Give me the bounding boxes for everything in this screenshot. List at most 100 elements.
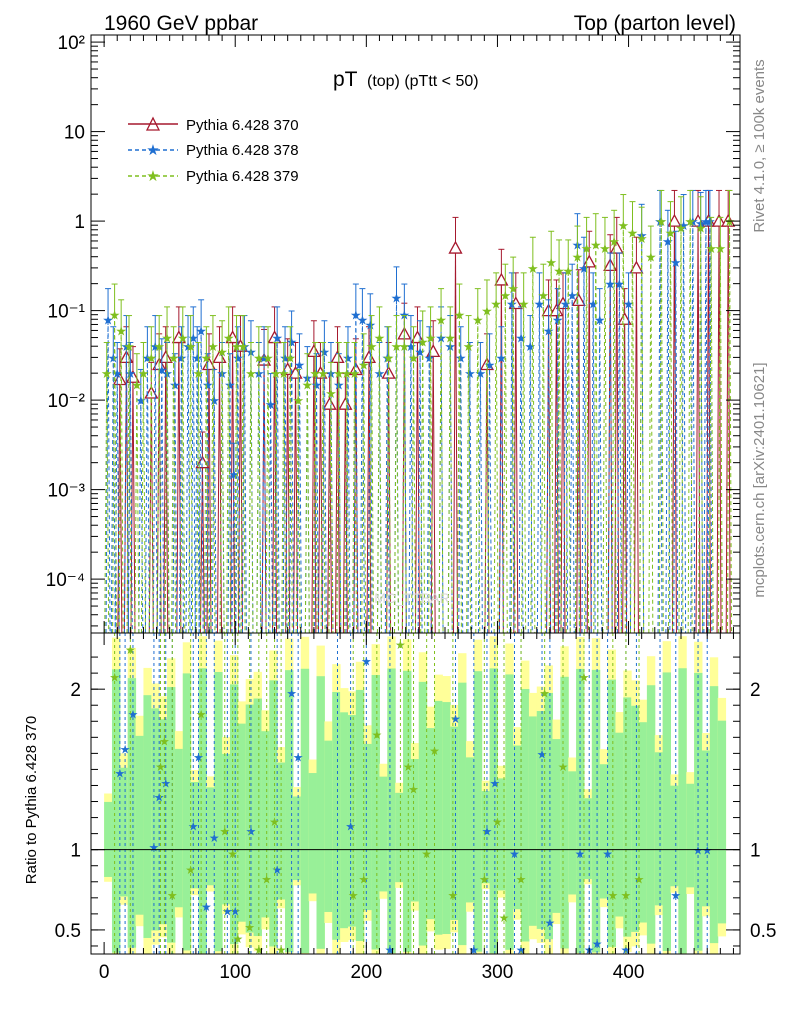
ratio-band-green-bin	[174, 748, 184, 908]
series-379-point: ★	[538, 288, 550, 303]
series-drop-line	[235, 357, 239, 633]
ratio-band-green-bin	[678, 668, 687, 954]
ratio-band-green-bin	[261, 731, 270, 918]
series-drop-line	[322, 373, 326, 633]
series-drop-line	[156, 346, 160, 633]
series-drop-line	[274, 337, 278, 633]
series-drop-line	[123, 346, 127, 633]
series-drop-line	[590, 303, 594, 633]
ratio-378-point: ★	[693, 844, 704, 858]
series-379-point: ★	[705, 241, 717, 256]
series-drop-line	[432, 351, 436, 633]
series-drop-line	[198, 373, 202, 633]
series-drop-line	[689, 221, 693, 633]
series-379-point: ★	[284, 350, 296, 365]
series-drop-line	[228, 337, 232, 633]
series-drop-line	[140, 373, 144, 633]
x-tick-label: 200	[350, 962, 382, 983]
ratio-band-green-bin	[576, 668, 585, 953]
ratio-band-green-bin	[505, 674, 514, 950]
series-378-point: ★	[350, 308, 362, 323]
series-drop-line	[486, 310, 490, 633]
ratio-379-point: ★	[109, 670, 120, 684]
series-drop-line	[148, 357, 152, 633]
series-379-point: ★	[292, 393, 304, 408]
series-drop-line	[283, 373, 287, 633]
series-378-point: ★	[319, 344, 331, 359]
ratio-band-green-bin	[434, 700, 443, 935]
series-drop-line	[188, 346, 192, 633]
ratio-band-green-bin	[560, 676, 569, 949]
series-378-point: ★	[271, 331, 283, 346]
series-drop-line	[660, 221, 664, 633]
series-drop-line	[556, 270, 560, 633]
series-drop-line	[208, 364, 212, 633]
series-drop-line	[116, 373, 120, 633]
series-drop-line	[692, 221, 696, 633]
series-378-point: ★	[560, 297, 572, 312]
ratio-band-green-bin	[615, 732, 624, 917]
series-drop-line	[176, 337, 180, 633]
ratio-379-point: ★	[196, 707, 207, 721]
series-drop-line	[342, 404, 346, 633]
series-379-point: ★	[454, 308, 466, 323]
series-drop-line	[467, 373, 471, 633]
series-drop-line	[667, 240, 671, 633]
series-drop-line	[452, 248, 456, 633]
series-drop-line	[708, 221, 712, 633]
series-378-point: ★	[156, 362, 168, 377]
ratio-band-green-bin	[167, 687, 176, 943]
series-drop-line	[690, 221, 694, 633]
ratio-band-green-bin	[395, 792, 404, 883]
series-drop-line	[182, 337, 186, 633]
series-drop-line	[515, 303, 519, 633]
header-process: Top (parton level)	[574, 12, 736, 35]
ratio-379-point: ★	[253, 943, 264, 957]
ratio-band-green-bin	[371, 674, 380, 950]
series-drop-line	[648, 256, 652, 633]
y-tick-label: 10	[64, 123, 85, 144]
series-drop-line	[578, 300, 582, 633]
series-drop-line	[317, 373, 321, 633]
ratio-378-point: ★	[655, 948, 666, 962]
series-379-point: ★	[581, 241, 593, 256]
series-drop-line	[440, 337, 444, 633]
series-370-point	[158, 350, 173, 364]
ratio-379-point: ★	[579, 670, 590, 684]
series-drop-line	[282, 357, 286, 633]
series-drop-line	[316, 384, 320, 633]
series-379-point: ★	[131, 377, 143, 392]
ratio-378-point: ★	[286, 686, 297, 700]
ratio-band-green-bin	[292, 796, 302, 881]
ratio-band-green-bin	[528, 716, 538, 926]
chart-title: pT (top) (pTtt < 50)	[333, 68, 479, 91]
series-drop-line	[107, 319, 111, 633]
ratio-frame	[90, 632, 741, 955]
ratio-band-green-bin	[119, 767, 129, 897]
series-drop-line	[428, 357, 432, 633]
series-drop-line	[118, 330, 122, 633]
series-379-point: ★	[656, 214, 668, 229]
series-379-point: ★	[349, 366, 361, 381]
series-drop-line	[670, 232, 674, 633]
ratio-379-point: ★	[492, 815, 503, 829]
series-drop-line	[629, 232, 633, 633]
x-tick-label: 400	[613, 962, 645, 983]
series-drop-line	[275, 373, 279, 633]
ratio-378-point: ★	[193, 751, 204, 765]
series-drop-line	[378, 337, 382, 633]
series-378-point: ★	[202, 377, 214, 392]
rivet-version-label: Rivet 4.1.0, ≥ 100k events	[751, 59, 768, 232]
series-370-point	[448, 240, 463, 254]
series-drop-line	[319, 373, 323, 633]
series-drop-line	[413, 357, 417, 633]
series-drop-line	[150, 357, 154, 633]
series-drop-line	[707, 221, 711, 633]
series-379-point: ★	[168, 350, 180, 365]
ratio-378-point: ★	[545, 916, 556, 930]
ratio-379-point: ★	[227, 847, 238, 861]
series-drop-line	[276, 337, 280, 633]
ratio-band-green-bin	[300, 668, 310, 954]
ratio-band-green-bin	[206, 787, 215, 886]
watermark: MC_TTBAR	[374, 590, 449, 606]
